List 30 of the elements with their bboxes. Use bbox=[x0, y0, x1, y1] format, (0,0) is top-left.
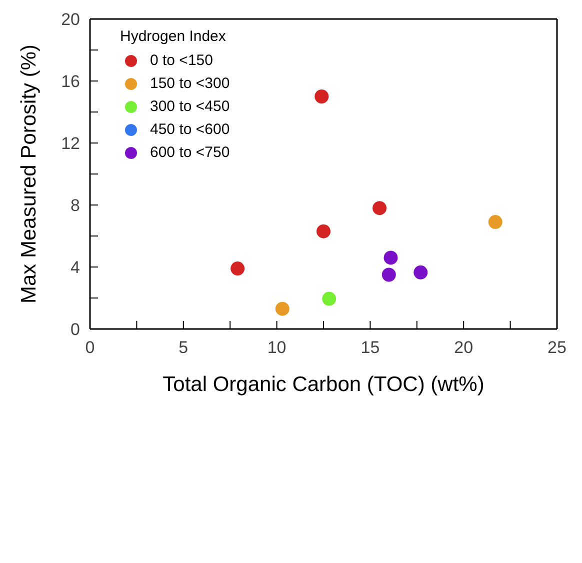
point bbox=[488, 215, 502, 230]
y-tick-label: 12 bbox=[61, 134, 80, 154]
x-tick-label: 25 bbox=[548, 338, 566, 358]
x-tick-label: 15 bbox=[360, 338, 380, 358]
y-tick-label: 4 bbox=[70, 258, 80, 278]
legend-label: 300 to <450 bbox=[150, 98, 230, 115]
legend-title: Hydrogen Index bbox=[120, 28, 227, 45]
point bbox=[230, 262, 245, 276]
y-axis-title: Max Measured Porosity (%) bbox=[17, 44, 40, 304]
point bbox=[322, 292, 336, 306]
x-tick-label: 0 bbox=[85, 338, 95, 358]
legend-label: 0 to <150 bbox=[150, 52, 213, 69]
x-axis-title: Total Organic Carbon (TOC) (wt%) bbox=[162, 373, 484, 396]
point bbox=[316, 224, 330, 238]
legend-label: 600 to <750 bbox=[150, 144, 230, 161]
point bbox=[372, 201, 387, 216]
point bbox=[382, 268, 396, 282]
x-tick-label: 5 bbox=[178, 338, 188, 358]
point bbox=[314, 90, 329, 104]
y-tick-label: 8 bbox=[70, 196, 80, 216]
x-tick-label: 10 bbox=[267, 338, 286, 358]
point bbox=[275, 302, 290, 316]
x-tick-label: 20 bbox=[454, 338, 474, 358]
y-tick-label: 16 bbox=[61, 72, 80, 92]
point bbox=[384, 250, 398, 265]
legend-label: 150 to <300 bbox=[150, 75, 230, 92]
y-tick-label: 0 bbox=[70, 320, 80, 340]
legend-label: 450 to <600 bbox=[150, 121, 230, 138]
point bbox=[414, 265, 428, 280]
y-tick-label: 20 bbox=[61, 10, 80, 30]
